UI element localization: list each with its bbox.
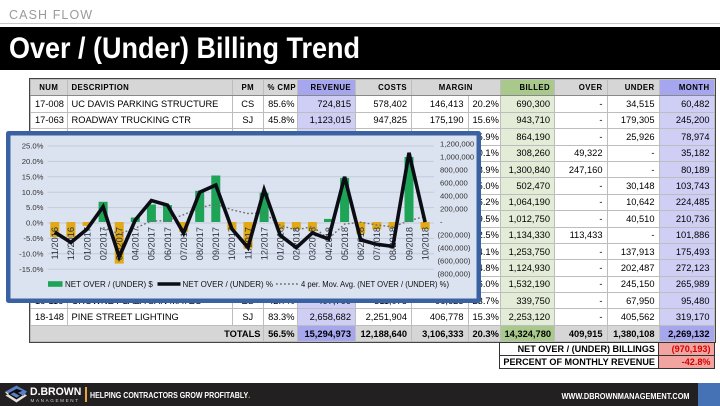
svg-text:15.0%: 15.0% xyxy=(22,172,44,181)
svg-text:-: - xyxy=(440,217,443,226)
svg-text:(200,000): (200,000) xyxy=(438,230,471,239)
svg-text:06/2018: 06/2018 xyxy=(356,227,366,260)
svg-text:02/2018: 02/2018 xyxy=(292,227,302,260)
svg-text:10.0%: 10.0% xyxy=(22,187,44,196)
svg-text:200,000: 200,000 xyxy=(440,204,468,213)
svg-text:10/2018: 10/2018 xyxy=(420,227,430,260)
svg-text:06/2017: 06/2017 xyxy=(163,227,173,260)
svg-text:11/2016: 11/2016 xyxy=(50,227,60,260)
svg-text:05/2018: 05/2018 xyxy=(340,227,350,260)
svg-text:400,000: 400,000 xyxy=(440,191,468,200)
svg-text:01/2017: 01/2017 xyxy=(82,227,92,260)
svg-text:-15.0%: -15.0% xyxy=(19,264,44,273)
svg-text:07/2017: 07/2017 xyxy=(179,227,189,260)
svg-text:800,000: 800,000 xyxy=(440,165,468,174)
svg-text:08/2017: 08/2017 xyxy=(195,227,205,260)
svg-text:10/2017: 10/2017 xyxy=(227,227,237,260)
svg-text:02/2017: 02/2017 xyxy=(98,227,108,260)
svg-text:(600,000): (600,000) xyxy=(438,256,471,265)
svg-text:04/2017: 04/2017 xyxy=(131,227,141,260)
svg-text:03/2017: 03/2017 xyxy=(115,227,125,260)
svg-text:(400,000): (400,000) xyxy=(438,243,471,252)
svg-text:05/2017: 05/2017 xyxy=(147,227,157,260)
svg-text:600,000: 600,000 xyxy=(440,178,468,187)
svg-text:-10.0%: -10.0% xyxy=(19,249,44,258)
svg-text:0.0%: 0.0% xyxy=(26,218,44,227)
svg-text:-5.0%: -5.0% xyxy=(23,234,43,243)
svg-text:1,000,000: 1,000,000 xyxy=(440,152,474,161)
svg-text:09/2018: 09/2018 xyxy=(404,227,414,260)
svg-text:25.0%: 25.0% xyxy=(22,141,44,150)
svg-text:09/2017: 09/2017 xyxy=(211,227,221,260)
svg-text:1,200,000: 1,200,000 xyxy=(440,139,474,148)
svg-text:04/2018: 04/2018 xyxy=(324,227,334,260)
svg-text:01/2018: 01/2018 xyxy=(276,227,286,260)
svg-text:NET OVER / (UNDER) %: NET OVER / (UNDER) % xyxy=(183,279,274,288)
svg-text:03/2018: 03/2018 xyxy=(308,227,318,260)
svg-text:5.0%: 5.0% xyxy=(26,203,44,212)
svg-text:NET OVER / (UNDER) $: NET OVER / (UNDER) $ xyxy=(65,279,153,288)
svg-text:(800,000): (800,000) xyxy=(438,269,471,278)
svg-text:20.0%: 20.0% xyxy=(22,157,44,166)
svg-text:12/2017: 12/2017 xyxy=(259,227,269,260)
svg-text:4 per. Mov. Avg. (NET OVER / (: 4 per. Mov. Avg. (NET OVER / (UNDER) %) xyxy=(301,279,449,288)
